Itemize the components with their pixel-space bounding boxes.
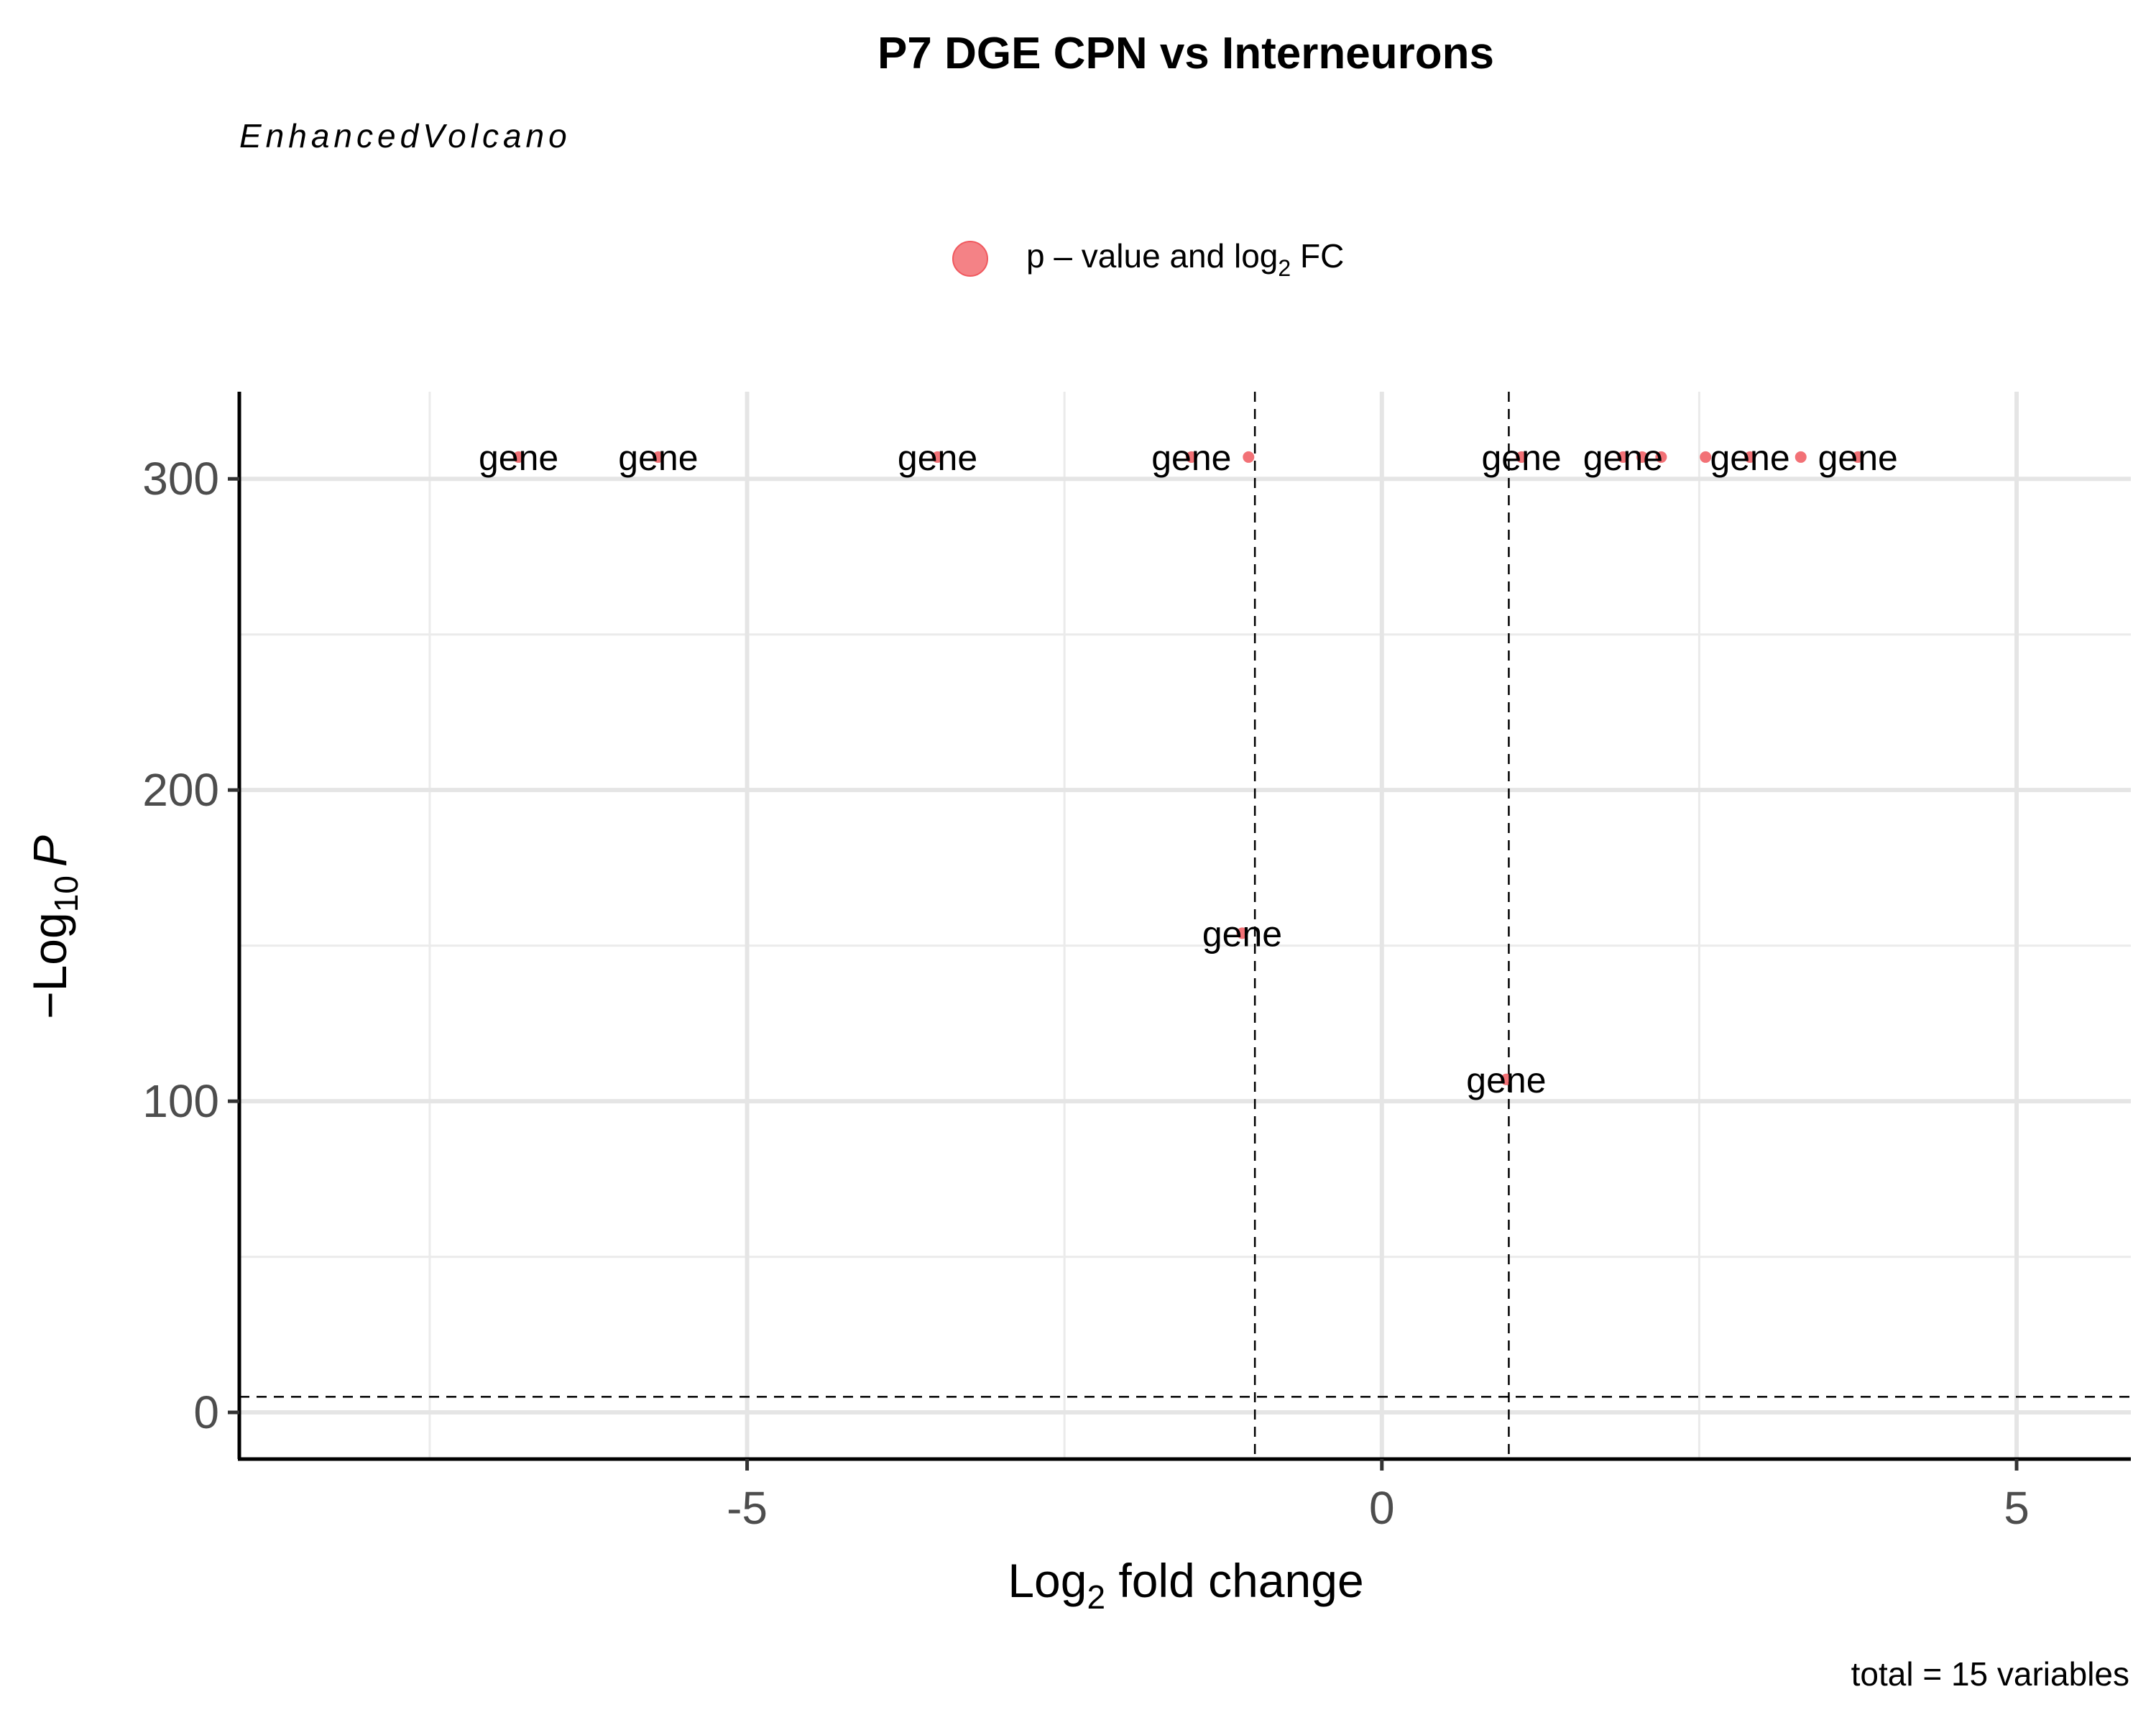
data-point	[1236, 927, 1248, 939]
y-tick-label: 300	[142, 453, 219, 505]
legend: p – value and log2 FC	[952, 237, 1344, 281]
caption: total = 15 variables	[1851, 1655, 2129, 1693]
data-point	[512, 451, 525, 463]
chart-title: P7 DGE CPN vs Interneurons	[877, 29, 1494, 78]
y-axis-title: −Log10P	[23, 835, 85, 1019]
minor-gridlines	[239, 392, 2131, 1459]
data-point	[652, 451, 664, 463]
point-label: gene	[1583, 438, 1663, 478]
data-point	[1185, 451, 1197, 463]
data-point	[1744, 451, 1756, 463]
legend-label: p – value and log2 FC	[1026, 237, 1344, 281]
y-tick-label: 100	[142, 1075, 219, 1127]
point-label: gene	[1710, 438, 1789, 478]
point-label: gene	[1151, 438, 1231, 478]
cutoff-lines	[239, 392, 2131, 1459]
x-tick-label: 0	[1369, 1482, 1395, 1534]
data-points	[512, 451, 1864, 1085]
x-tick-label: -5	[727, 1482, 768, 1534]
y-tick-label: 200	[142, 764, 219, 816]
data-point	[1700, 451, 1712, 463]
legend-key-point	[952, 241, 988, 277]
major-gridlines	[239, 392, 2131, 1459]
data-point	[1500, 1073, 1512, 1085]
x-axis-title: Log2 fold change	[1008, 1554, 1363, 1616]
x-axis-ticks: -5 0 5	[727, 1459, 2030, 1534]
point-label: gene	[1818, 438, 1898, 478]
y-tick-label: 0	[193, 1386, 219, 1438]
point-label: gene	[618, 438, 698, 478]
point-label: gene	[898, 438, 977, 478]
x-tick-label: 5	[2004, 1482, 2030, 1534]
chart-subtitle: EnhancedVolcano	[239, 117, 571, 155]
data-point	[1243, 451, 1255, 463]
data-point	[931, 451, 944, 463]
point-label: gene	[479, 438, 558, 478]
data-point	[1516, 451, 1528, 463]
y-axis-ticks: 0 100 200 300	[142, 453, 239, 1438]
point-labels: gene gene gene gene gene gene gene gene gene gene	[479, 438, 1898, 1100]
data-point	[1795, 451, 1807, 463]
point-label: gene	[1481, 438, 1561, 478]
point-label: gene	[1466, 1060, 1546, 1100]
point-label: gene	[1202, 914, 1282, 954]
data-point	[1852, 451, 1864, 463]
data-point	[1636, 451, 1648, 463]
data-point	[1617, 451, 1629, 463]
data-point	[1655, 451, 1667, 463]
